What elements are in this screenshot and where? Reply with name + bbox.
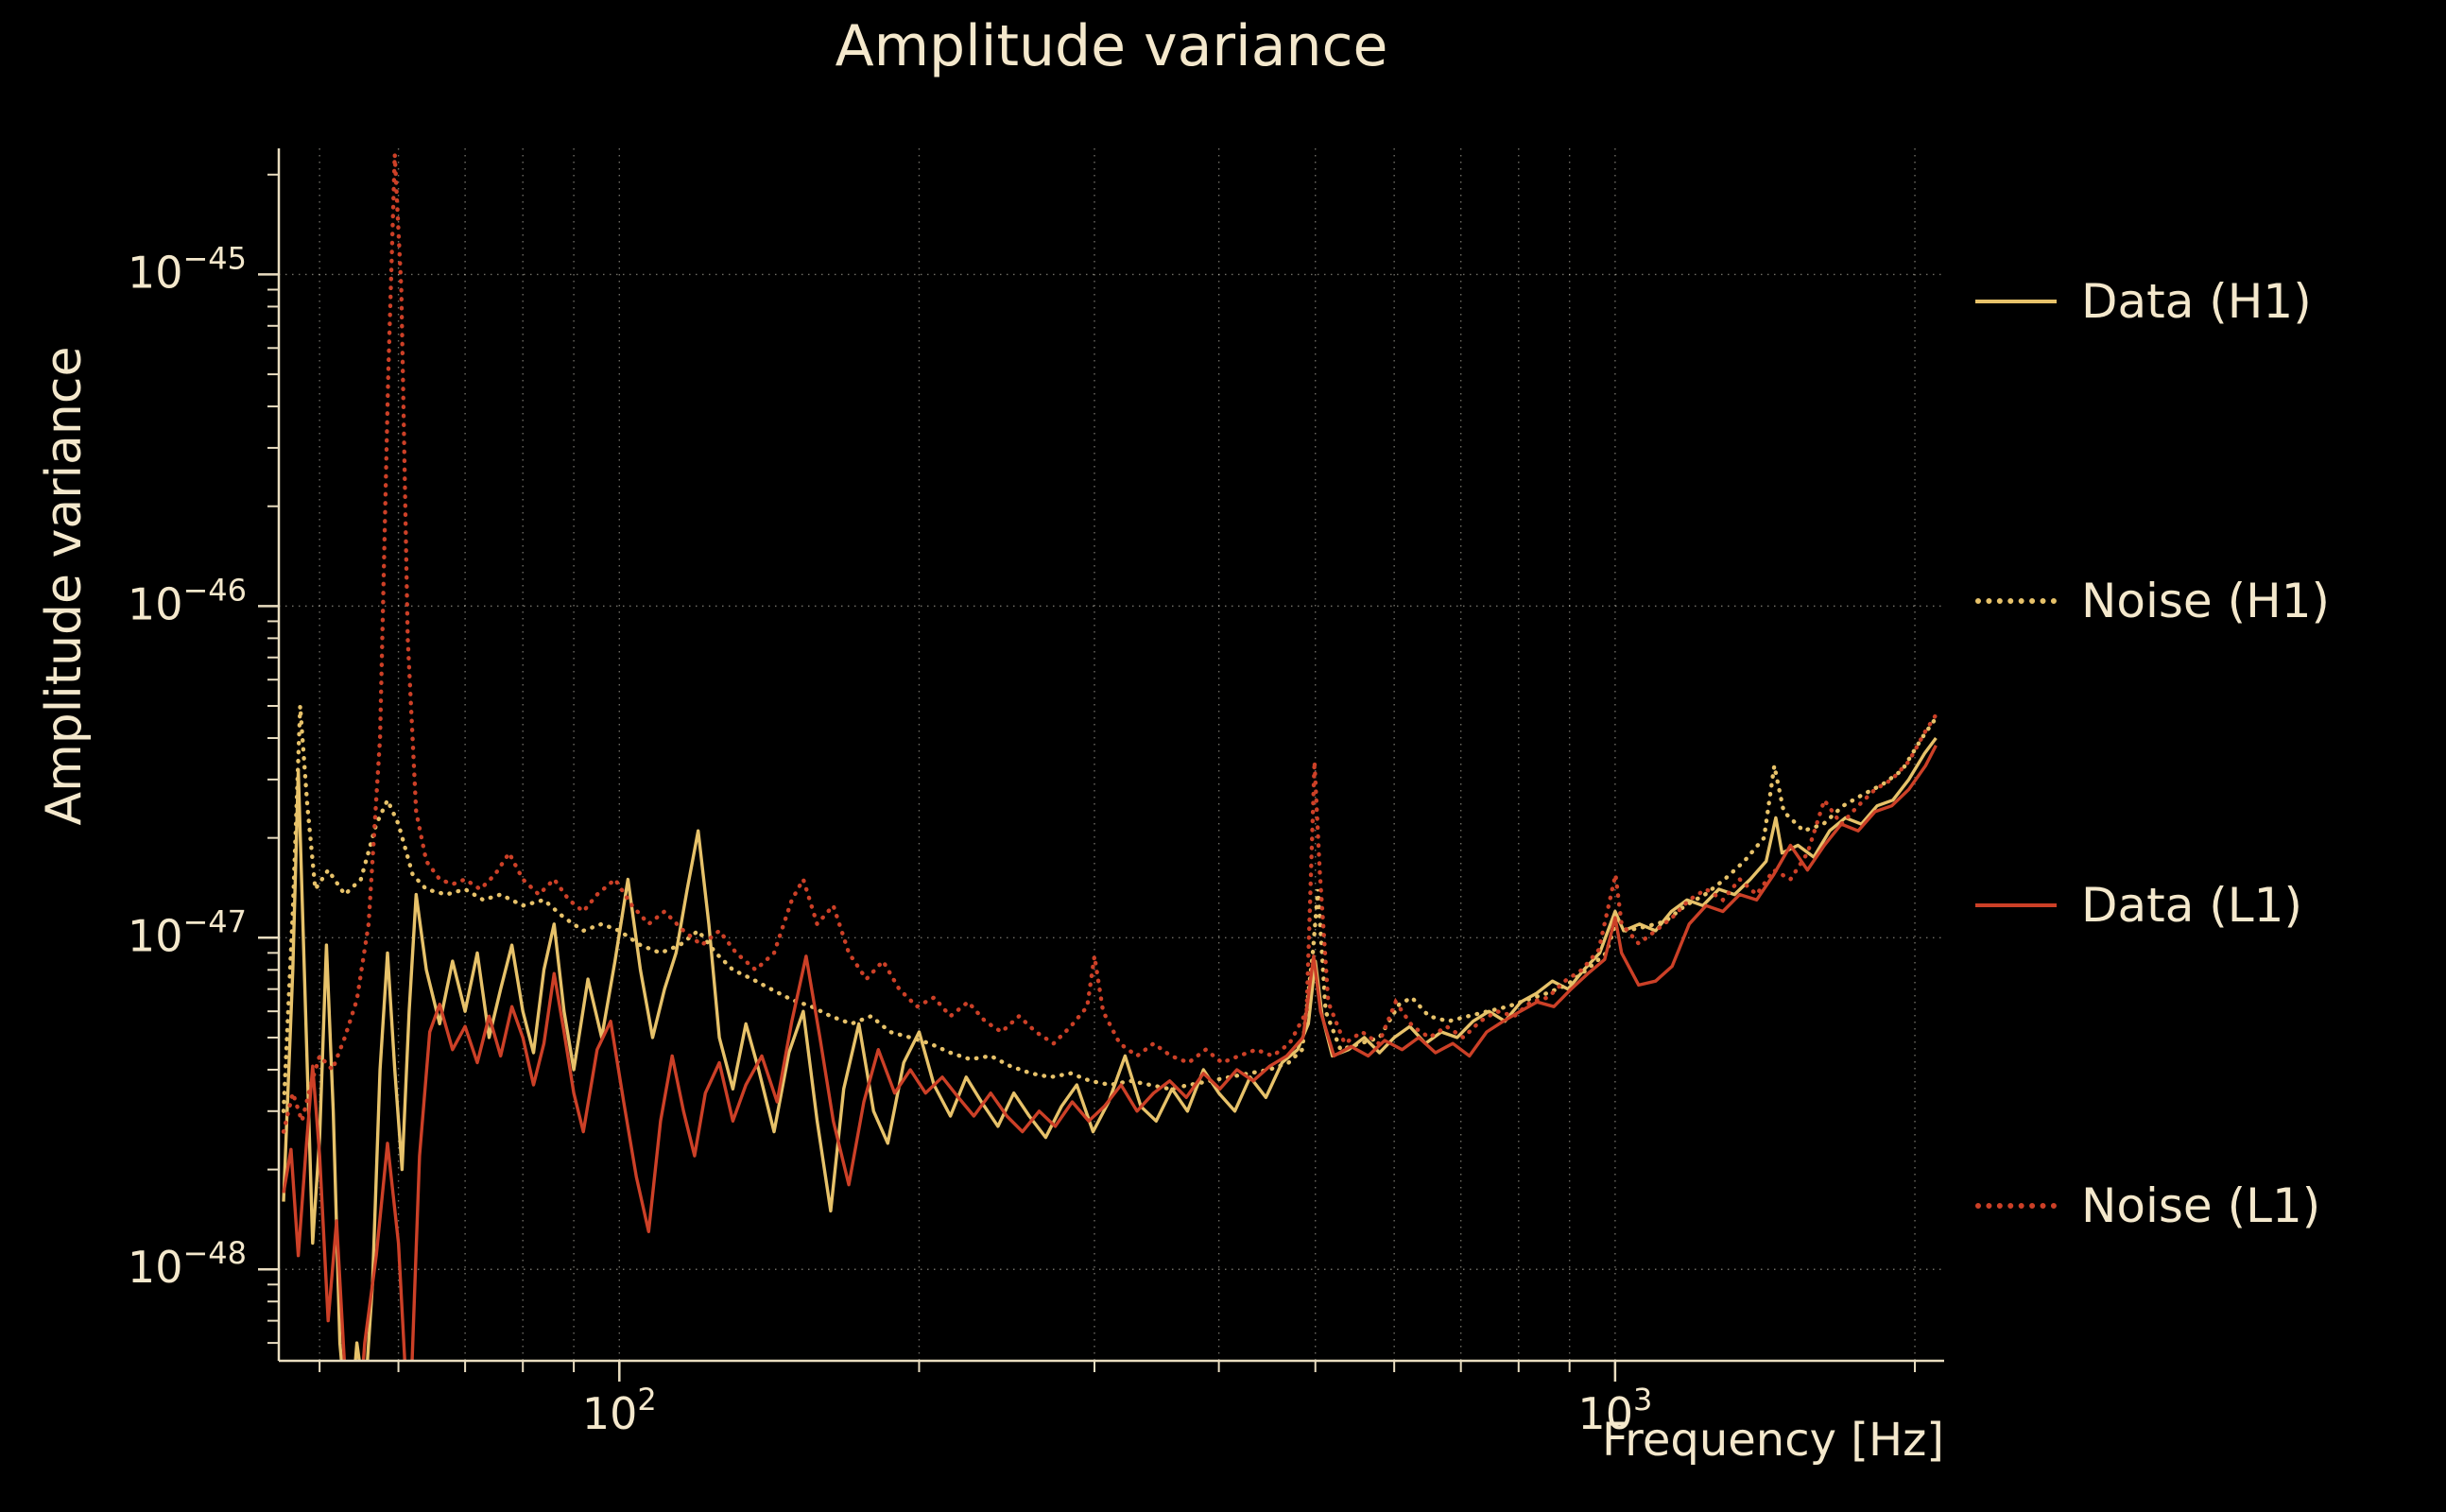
y-tick-label: 10−46 xyxy=(128,572,247,629)
x-tick-label: 102 xyxy=(582,1382,657,1439)
chart-title: Amplitude variance xyxy=(835,13,1388,79)
series-line-data-h1 xyxy=(282,736,1938,1361)
x-axis-label: Frequency [Hz] xyxy=(1602,1414,1944,1467)
y-tick-label: 10−45 xyxy=(128,240,247,298)
x-tick-label: 103 xyxy=(1577,1382,1652,1439)
axis-spines xyxy=(277,148,1944,1363)
y-axis-label: Amplitude variance xyxy=(36,346,93,826)
series-line-noise-h1 xyxy=(281,705,1938,1113)
y-tick-label: 10−48 xyxy=(128,1235,247,1293)
series-group xyxy=(281,154,1938,1361)
y-axis-ticks: 10−45 10−46 10−47 10−48 xyxy=(128,173,279,1345)
series-line-noise-l1 xyxy=(281,154,1938,1134)
x-axis-ticks: 102 103 xyxy=(319,1361,1917,1439)
series-line-data-l1 xyxy=(282,745,1938,1361)
y-tick-label: 10−47 xyxy=(128,903,247,961)
gridlines xyxy=(279,148,1944,1361)
